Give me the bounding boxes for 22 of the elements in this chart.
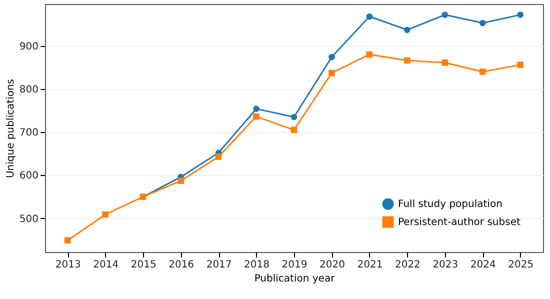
x-tick-label: 2022 xyxy=(394,260,420,270)
x-tick-label: 2017 xyxy=(206,260,232,270)
x-tick-label: 2019 xyxy=(282,260,308,270)
x-tick-label: 2013 xyxy=(55,260,81,270)
y-tick-label: 900 xyxy=(19,41,38,52)
x-tick-label: 2018 xyxy=(244,260,270,270)
legend-label: Full study population xyxy=(398,199,502,210)
x-tick-label: 2014 xyxy=(93,260,119,270)
y-tick-label: 600 xyxy=(19,170,38,182)
y-tick-label: 700 xyxy=(19,128,38,139)
x-tick-label: 2025 xyxy=(508,260,534,270)
x-tick-label: 2021 xyxy=(357,260,383,270)
x-tick-label: 2023 xyxy=(432,260,458,270)
y-axis-title: Unique publications xyxy=(5,78,16,178)
y-tick-label: 500 xyxy=(19,214,38,225)
legend-label: Persistent-author subset xyxy=(398,217,520,228)
x-tick-label: 2016 xyxy=(168,260,194,270)
x-tick-label: 2015 xyxy=(130,260,156,270)
x-axis-title: Publication year xyxy=(254,274,336,284)
y-tick-label: 800 xyxy=(19,84,38,96)
x-tick-label: 2024 xyxy=(470,260,496,270)
x-tick-label: 2020 xyxy=(320,260,345,270)
